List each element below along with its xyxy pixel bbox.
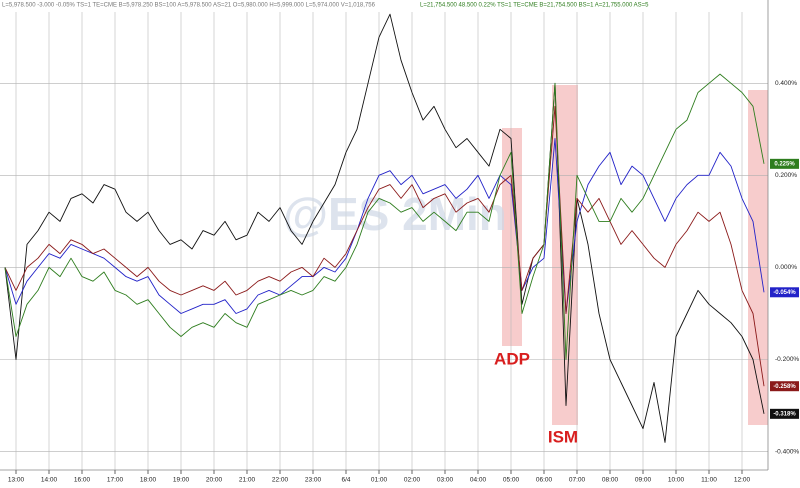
x-tick-label: 01:00	[371, 477, 388, 484]
grid	[0, 12, 768, 470]
axes: 0.400% 0.200% 0.000% -0.200% -0.400% 13:00 14:…	[8, 80, 800, 484]
x-tick-label: 04:00	[470, 477, 487, 484]
info-line: L=5,978.500 -3.000 -0.05% TS=1 TE=CME B=…	[2, 3, 376, 9]
series-line	[4, 138, 765, 314]
x-tick-label: 08:00	[602, 477, 619, 484]
x-tick-label: 12:00	[734, 477, 751, 484]
series-line	[4, 73, 765, 360]
series-line	[4, 13, 765, 443]
x-tick-label: 10:00	[668, 477, 685, 484]
lines	[4, 13, 765, 443]
end-label-box	[770, 287, 799, 298]
end-label: -0.258%	[773, 384, 796, 390]
y-tick-label: -0.400%	[775, 448, 799, 455]
x-tick-label: 16:00	[74, 477, 91, 484]
x-tick-label: 09:00	[635, 477, 652, 484]
x-tick-label: 07:00	[569, 477, 586, 484]
x-tick-label: 05:00	[503, 477, 520, 484]
x-tick-label: 11:00	[701, 477, 717, 484]
series-line	[4, 105, 765, 387]
x-tick-label: 6/4	[341, 477, 350, 484]
end-label: 0.225%	[774, 161, 795, 167]
end-label: -0.054%	[773, 290, 796, 296]
end-label-box	[770, 381, 799, 392]
x-tick-label: 19:00	[173, 477, 190, 484]
x-tick-label: 20:00	[206, 477, 223, 484]
x-tick-label: 21:00	[239, 477, 256, 484]
y-tick-label: 0.200%	[775, 172, 797, 179]
y-tick-label: -0.200%	[775, 356, 799, 363]
close-highlight	[748, 90, 768, 425]
x-tick-label: 02:00	[404, 477, 421, 484]
x-tick-label: 23:00	[305, 477, 322, 484]
end-label-box	[770, 158, 799, 169]
y-tick-label: 0.400%	[775, 80, 797, 87]
x-tick-label: 13:00	[8, 477, 25, 484]
x-tick-label: 14:00	[41, 477, 58, 484]
annotation: ISM	[548, 427, 578, 446]
y-tick-label: 0.000%	[775, 264, 797, 271]
info-line: L=21,754.500 48.500 0.22% TS=1 TE=CME B=…	[420, 3, 649, 9]
x-tick-label: 18:00	[140, 477, 157, 484]
adp-highlight	[502, 128, 522, 346]
x-tick-label: 17:00	[107, 477, 124, 484]
end-label-box	[770, 408, 799, 419]
annotation: ADP	[494, 349, 530, 368]
end-label: -0.318%	[773, 411, 796, 417]
x-tick-label: 22:00	[272, 477, 289, 484]
x-tick-label: 03:00	[437, 477, 454, 484]
x-tick-label: 06:00	[536, 477, 553, 484]
watermark: @ES 2Min	[283, 188, 507, 240]
